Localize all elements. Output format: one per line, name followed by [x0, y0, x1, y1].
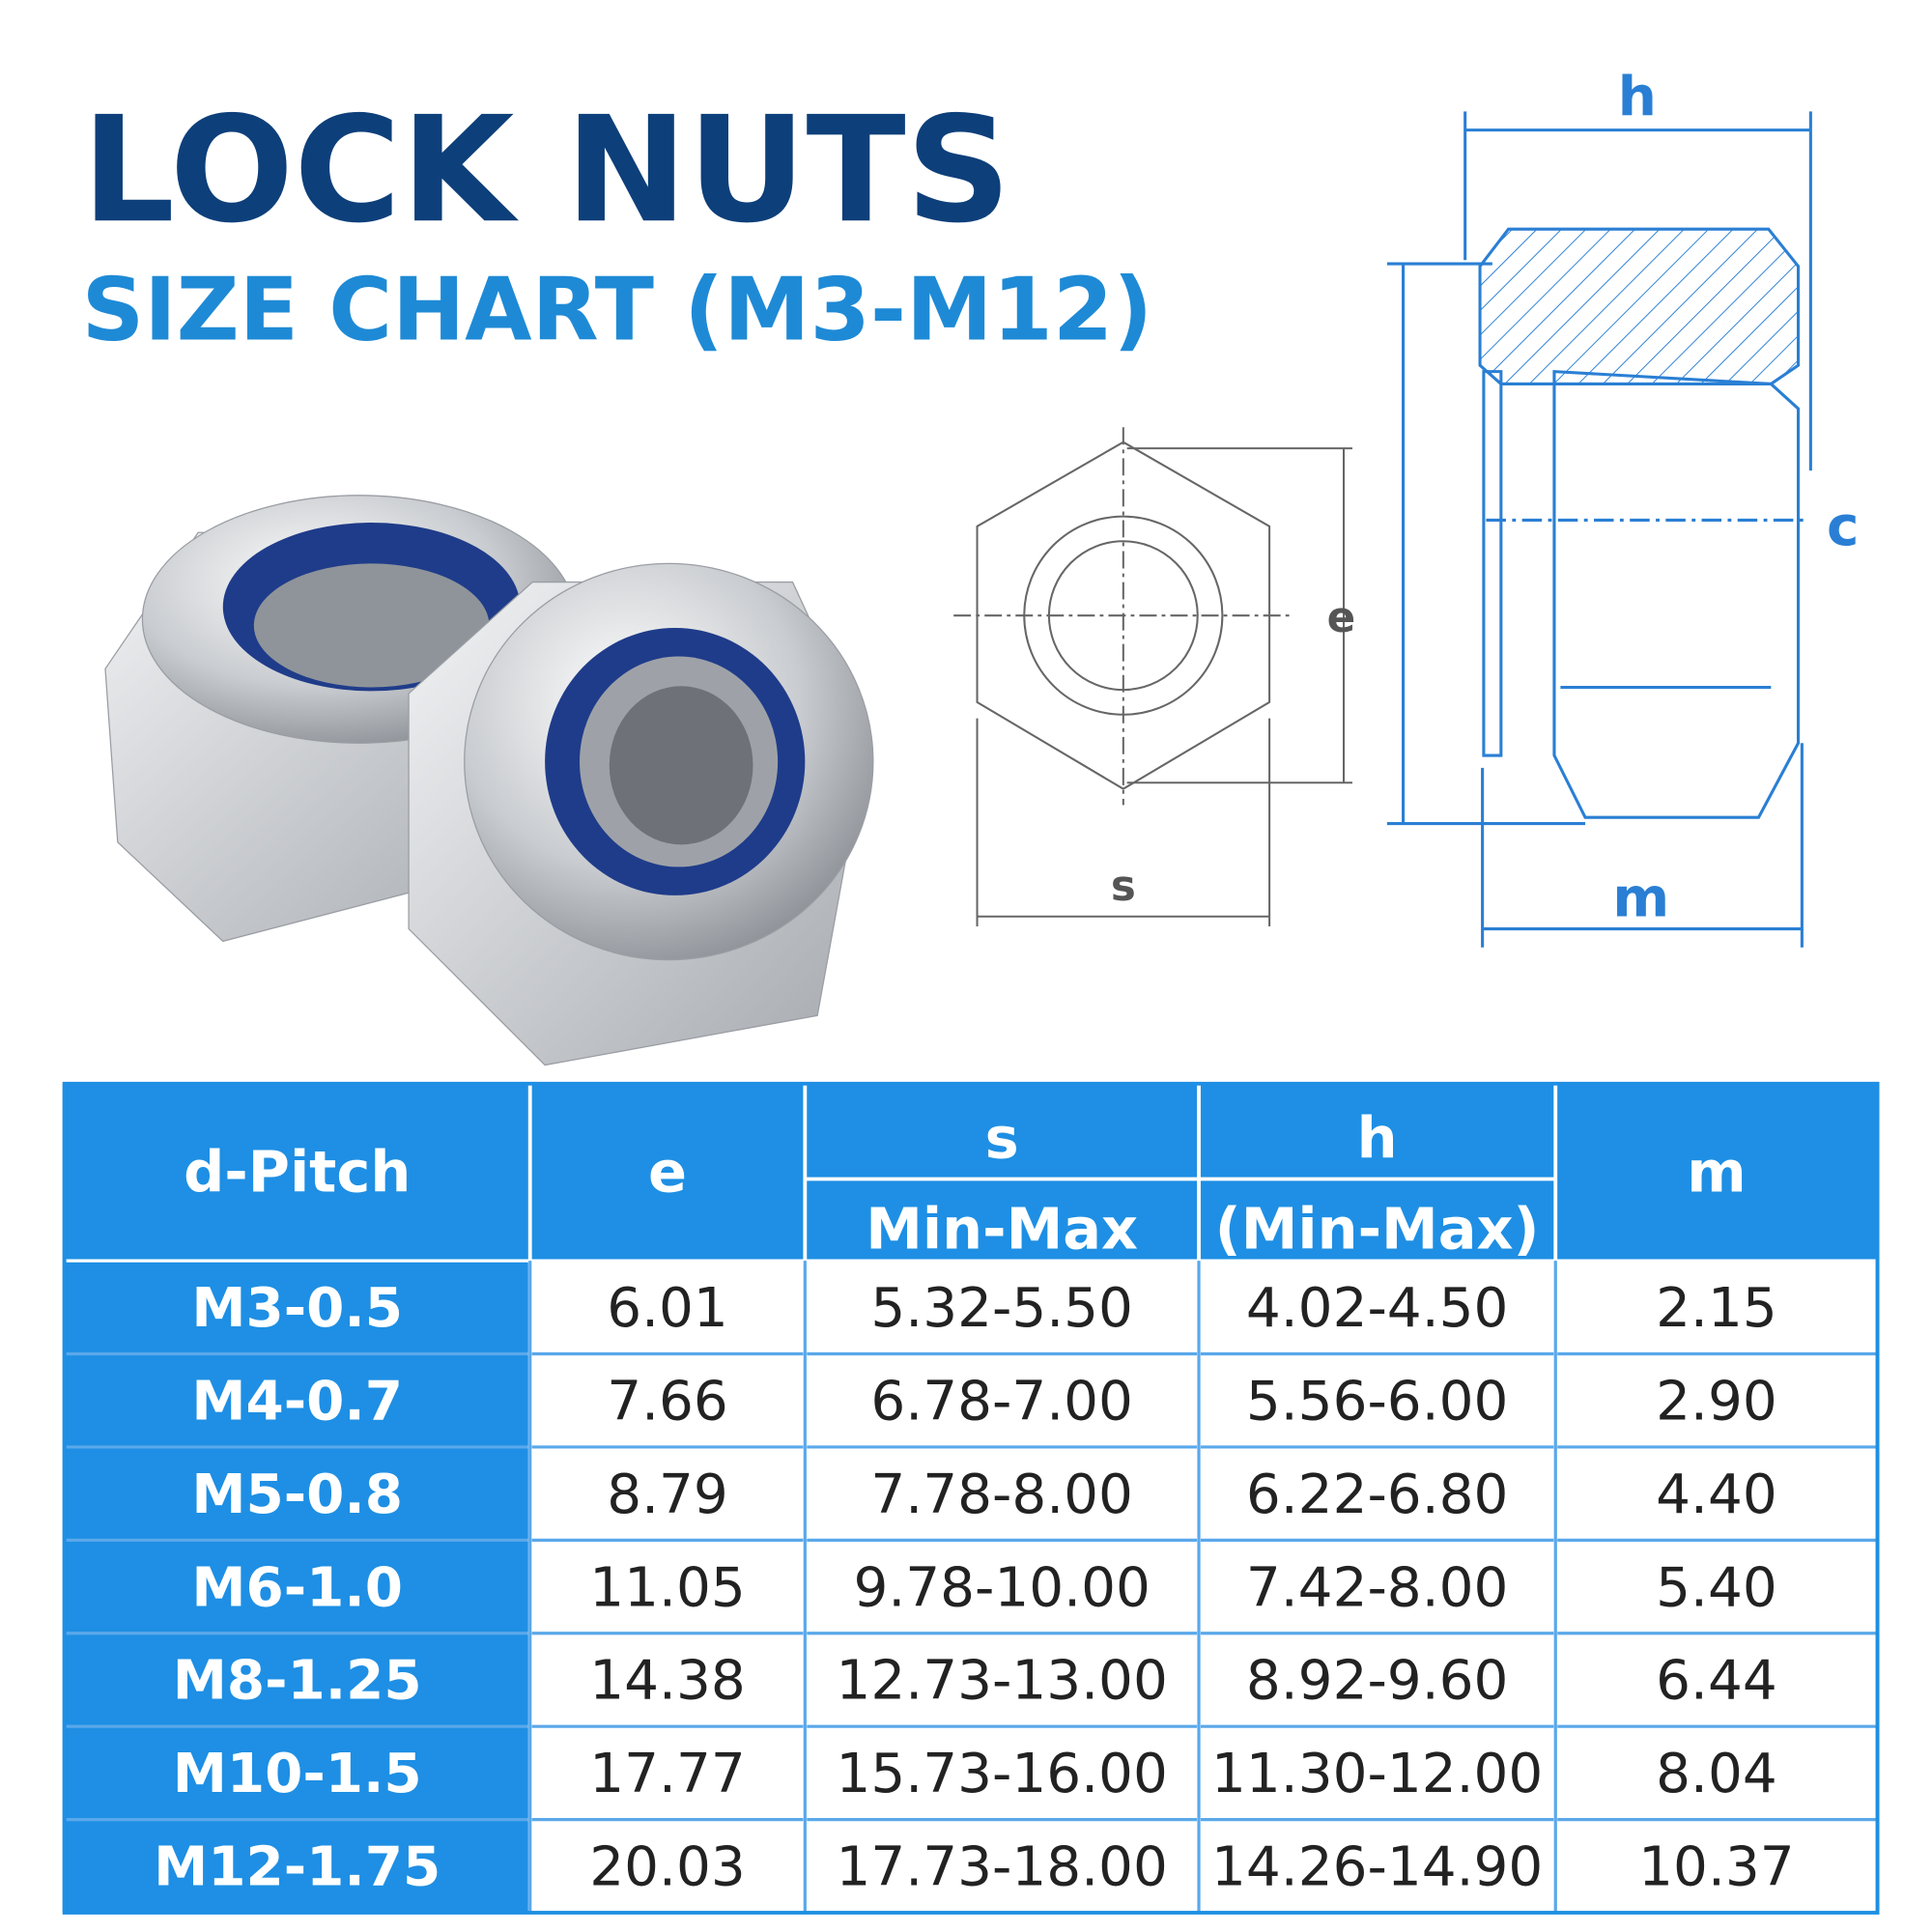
cell: 5.40 [1656, 1556, 1777, 1619]
front-view [953, 427, 1353, 926]
label-c: c [1827, 496, 1859, 558]
table-border [62, 1081, 1880, 1915]
cell: 9.78-10.00 [853, 1556, 1150, 1619]
row-label: M8-1.25 [173, 1650, 422, 1713]
header-subcell: Min-Max [866, 1195, 1138, 1262]
cell: 5.56-6.00 [1246, 1370, 1509, 1433]
cell: 7.78-8.00 [870, 1463, 1133, 1526]
cell: 2.90 [1656, 1370, 1777, 1433]
cell: 4.02-4.50 [1246, 1277, 1509, 1340]
nut-illustration [104, 495, 874, 1066]
size-table: d-Pitch e s h m Min-Max (Min-Max) M3-0.5 6.01 5.3… [62, 1081, 1880, 1915]
cell: 8.79 [607, 1463, 728, 1526]
header-cell: h [1357, 1105, 1398, 1172]
cell: 14.38 [589, 1650, 745, 1713]
cell: 8.92-9.60 [1246, 1650, 1509, 1713]
cell: 11.05 [589, 1556, 745, 1619]
cell: 10.37 [1638, 1836, 1794, 1899]
header-cell: d-Pitch [184, 1138, 411, 1205]
header-cell: e [648, 1138, 687, 1205]
cell: 6.01 [607, 1277, 728, 1340]
cell: 6.22-6.80 [1246, 1463, 1509, 1526]
header-cell: s [985, 1105, 1019, 1172]
subtitle: SIZE CHART (M3-M12) [82, 260, 1153, 360]
header-cell: m [1687, 1138, 1746, 1205]
cell: 11.30-12.00 [1211, 1743, 1543, 1805]
first-col-bg [64, 1261, 530, 1913]
cell: 17.77 [589, 1743, 745, 1805]
row-label: M6-1.0 [191, 1556, 403, 1619]
label-h: h [1618, 66, 1657, 128]
cell: 14.26-14.90 [1211, 1836, 1543, 1899]
cell: 2.15 [1656, 1277, 1777, 1340]
cell: 4.40 [1656, 1463, 1777, 1526]
row-label: M12-1.75 [154, 1836, 440, 1899]
row-label: M5-0.8 [191, 1463, 403, 1526]
cell: 12.73-13.00 [837, 1650, 1168, 1713]
cell: 17.73-18.00 [837, 1836, 1168, 1899]
label-e: e [1327, 594, 1356, 642]
cell: 5.32-5.50 [870, 1277, 1133, 1340]
cell: 15.73-16.00 [837, 1743, 1168, 1805]
label-s: s [1111, 863, 1136, 911]
cell: 7.66 [607, 1370, 728, 1433]
cell: 20.03 [589, 1836, 745, 1899]
header-subcell: (Min-Max) [1215, 1195, 1540, 1262]
cell: 6.78-7.00 [870, 1370, 1133, 1433]
label-m: m [1612, 867, 1669, 930]
row-label: M10-1.5 [173, 1743, 422, 1805]
side-view [1386, 111, 1812, 948]
title: LOCK NUTS [82, 85, 1011, 255]
row-label: M4-0.7 [191, 1370, 403, 1433]
cell: 6.44 [1656, 1650, 1777, 1713]
cell: 8.04 [1656, 1743, 1777, 1805]
cell: 7.42-8.00 [1246, 1556, 1509, 1619]
row-label: M3-0.5 [191, 1277, 403, 1340]
header-bg [64, 1083, 1878, 1262]
